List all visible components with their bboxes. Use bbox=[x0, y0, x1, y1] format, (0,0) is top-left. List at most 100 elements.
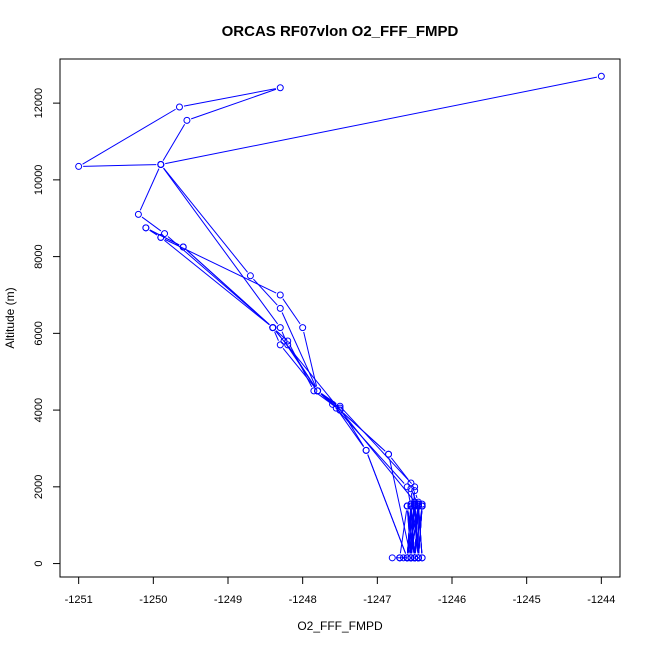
x-tick-label: -1248 bbox=[289, 594, 317, 606]
series-segment bbox=[282, 348, 316, 388]
data-point bbox=[411, 483, 419, 491]
data-point bbox=[403, 483, 411, 491]
x-tick-label: -1249 bbox=[214, 594, 242, 606]
series-segment bbox=[83, 164, 157, 167]
data-point bbox=[411, 498, 419, 506]
series-segment bbox=[338, 411, 364, 447]
x-tick-label: -1245 bbox=[513, 594, 541, 606]
data-point bbox=[246, 272, 254, 280]
series-segment bbox=[274, 331, 279, 341]
data-point bbox=[411, 554, 419, 562]
x-axis: -1251 -1250 -1249 -1248 -1247 -1246 -1245 -1244 bbox=[65, 577, 615, 606]
data-point bbox=[411, 487, 419, 495]
data-point bbox=[418, 500, 426, 508]
data-point bbox=[399, 554, 407, 562]
series-segment bbox=[162, 124, 186, 161]
y-tick-label: 4000 bbox=[33, 398, 45, 422]
series-segment bbox=[342, 409, 412, 484]
data-point bbox=[414, 502, 422, 510]
series-segment bbox=[149, 229, 158, 236]
data-point bbox=[280, 337, 288, 345]
data-point bbox=[418, 554, 426, 562]
y-tick-label: 8000 bbox=[33, 244, 45, 268]
series-segment bbox=[341, 411, 365, 447]
series-segment bbox=[415, 494, 418, 499]
series-lines bbox=[82, 76, 598, 559]
chart-title: ORCAS RF07vlon O2_FFF_FMPD bbox=[222, 23, 459, 40]
data-point bbox=[157, 233, 165, 241]
series-segment bbox=[282, 298, 301, 325]
series-segment bbox=[163, 239, 270, 326]
series-segment bbox=[275, 330, 282, 338]
y-tick-label: 10000 bbox=[33, 165, 45, 196]
series-segment bbox=[418, 510, 423, 554]
data-point bbox=[396, 554, 404, 562]
data-point bbox=[411, 500, 419, 508]
series-segment bbox=[163, 167, 248, 273]
data-point bbox=[142, 224, 150, 232]
data-point bbox=[362, 446, 370, 454]
data-point bbox=[310, 387, 318, 395]
data-point bbox=[403, 554, 411, 562]
x-tick-label: -1244 bbox=[587, 594, 615, 606]
plot-frame bbox=[59, 58, 621, 578]
data-point bbox=[332, 404, 340, 412]
series-segment bbox=[390, 457, 409, 480]
data-point bbox=[414, 498, 422, 506]
x-tick-label: -1251 bbox=[65, 594, 93, 606]
data-point bbox=[407, 485, 415, 493]
data-point bbox=[134, 210, 142, 218]
y-tick-label: 0 bbox=[33, 561, 45, 567]
x-tick-label: -1247 bbox=[363, 594, 391, 606]
series-segment bbox=[367, 454, 407, 554]
data-point bbox=[183, 116, 191, 124]
data-point bbox=[276, 304, 284, 312]
series-segment bbox=[399, 510, 408, 554]
series-segment bbox=[407, 491, 411, 502]
data-point bbox=[175, 103, 183, 111]
series-segment bbox=[275, 330, 285, 339]
data-point bbox=[314, 387, 322, 395]
series-segment bbox=[183, 88, 276, 107]
data-point bbox=[276, 341, 284, 349]
data-point bbox=[418, 502, 426, 510]
series-segment bbox=[335, 407, 405, 484]
series-segment bbox=[281, 312, 317, 388]
series-segment bbox=[407, 508, 412, 554]
y-tick-label: 2000 bbox=[33, 475, 45, 499]
data-point bbox=[414, 500, 422, 508]
data-point bbox=[403, 502, 411, 510]
series-segment bbox=[289, 348, 316, 388]
data-point bbox=[299, 324, 307, 332]
y-axis: 0 2000 4000 6000 8000 10000 12000 bbox=[33, 88, 60, 567]
data-point bbox=[157, 161, 165, 169]
data-point bbox=[597, 72, 605, 80]
data-point bbox=[284, 341, 292, 349]
data-point bbox=[276, 291, 284, 299]
data-point bbox=[411, 502, 419, 510]
data-point bbox=[336, 406, 344, 414]
data-point bbox=[414, 554, 422, 562]
series-segment bbox=[186, 249, 270, 325]
series-segment bbox=[191, 88, 277, 120]
data-point bbox=[336, 404, 344, 412]
series-segment bbox=[303, 331, 318, 387]
series-segment bbox=[164, 238, 277, 294]
series-segment bbox=[139, 168, 160, 211]
series-points bbox=[75, 72, 605, 562]
x-tick-label: -1246 bbox=[438, 594, 466, 606]
series-segment bbox=[317, 393, 337, 408]
data-point bbox=[407, 554, 415, 562]
x-axis-label: O2_FFF_FMPD bbox=[297, 619, 383, 633]
series-segment bbox=[141, 216, 162, 232]
series-segment bbox=[82, 108, 176, 165]
series-segment bbox=[165, 76, 598, 165]
data-point bbox=[385, 450, 393, 458]
series-segment bbox=[320, 393, 337, 406]
data-point bbox=[269, 324, 277, 332]
data-point bbox=[407, 502, 415, 510]
data-point bbox=[284, 337, 292, 345]
series-segment bbox=[411, 510, 419, 554]
series-segment bbox=[414, 510, 419, 554]
